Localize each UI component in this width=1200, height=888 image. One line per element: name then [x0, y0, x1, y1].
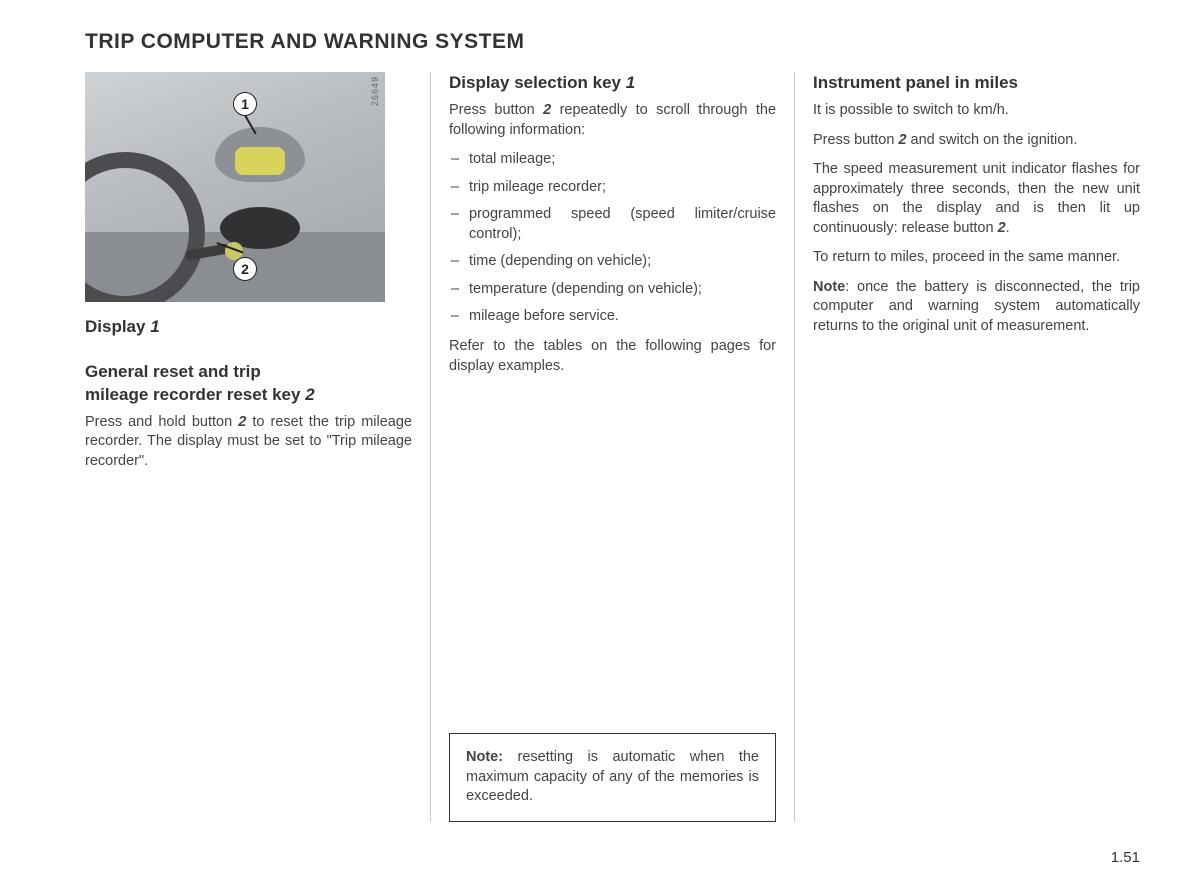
- para-intro: Press button 2 repeatedly to scroll thro…: [449, 101, 776, 140]
- para-km: It is possible to switch to km/h.: [813, 101, 1140, 121]
- info-list: total mileage; trip mileage recorder; pr…: [449, 150, 776, 327]
- heading-instrument-panel: Instrument panel in miles: [813, 72, 1140, 95]
- para-press: Press button 2 and switch on the ignitio…: [813, 131, 1140, 151]
- callout-1: 1: [233, 92, 257, 116]
- heading-selection-key: Display selection key 1: [449, 72, 776, 95]
- heading-display: Display 1: [85, 316, 412, 339]
- para-flash: The speed measurement unit indicator fla…: [813, 160, 1140, 238]
- page-number: 1.51: [1111, 849, 1140, 866]
- figure-id: 26649: [369, 76, 381, 106]
- para-return: To return to miles, proceed in the same …: [813, 248, 1140, 268]
- page-title: TRIP COMPUTER AND WARNING SYSTEM: [85, 30, 1140, 54]
- dashboard-figure: 26649 1 2: [85, 72, 385, 302]
- para-note: Note: once the battery is disconnected, …: [813, 278, 1140, 337]
- para-reset: Press and hold button 2 to reset the tri…: [85, 413, 412, 472]
- column-2: Display selection key 1 Press button 2 r…: [431, 72, 794, 822]
- list-item: trip mileage recorder;: [449, 178, 776, 198]
- note-box: Note: resetting is automatic when the ma…: [449, 733, 776, 822]
- list-item: temperature (depending on vehicle);: [449, 280, 776, 300]
- list-item: mileage before service.: [449, 307, 776, 327]
- column-3: Instrument panel in miles It is possible…: [795, 72, 1140, 822]
- heading-reset: General reset and trip mileage recorder …: [85, 361, 412, 407]
- list-item: time (depending on vehicle);: [449, 252, 776, 272]
- callout-2: 2: [233, 257, 257, 281]
- para-refer: Refer to the tables on the following pag…: [449, 337, 776, 376]
- list-item: programmed speed (speed limiter/cruise c…: [449, 205, 776, 244]
- content-columns: 26649 1 2 Display 1 General reset and tr…: [85, 72, 1140, 822]
- list-item: total mileage;: [449, 150, 776, 170]
- column-1: 26649 1 2 Display 1 General reset and tr…: [85, 72, 430, 822]
